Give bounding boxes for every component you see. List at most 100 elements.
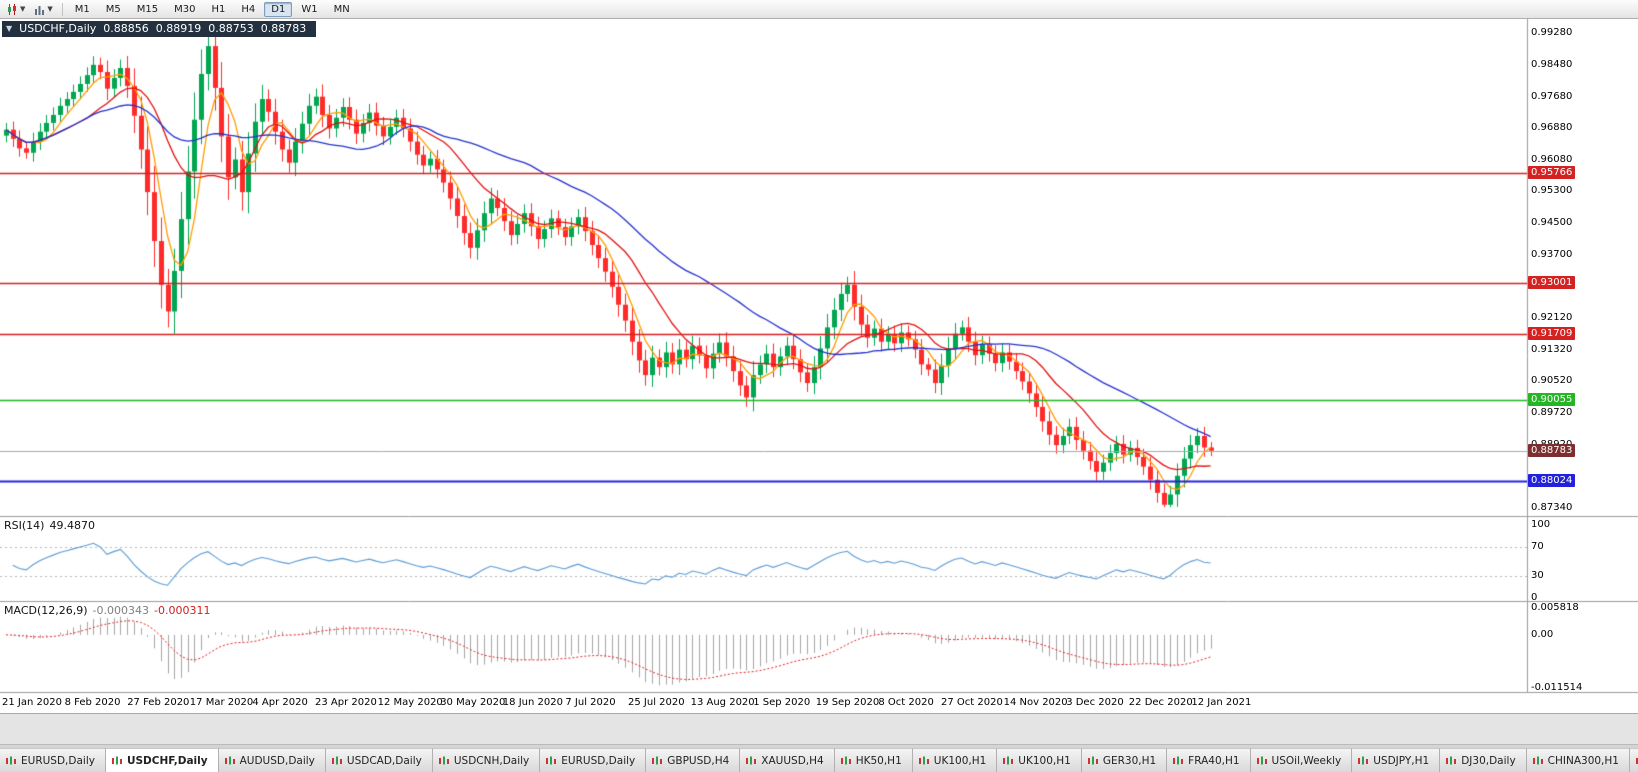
mini-chart-icon [840, 756, 851, 764]
timeframe-buttons: M1 M5 M15 M30 H1 H4 D1 W1 MN [67, 1, 358, 17]
date-axis-label: 14 Nov 2020 [1003, 697, 1068, 708]
mini-chart-icon [1635, 757, 1638, 764]
tab-label: USDCHF,Daily [126, 754, 208, 767]
toolbar: ▼ ▼ M1 M5 M15 M30 H1 H4 D1 W1 MN [0, 0, 1638, 19]
mini-chart-icon [546, 756, 557, 764]
tab-label: GBPUSD,H4 [667, 754, 730, 767]
chart-tab-uk100-h1[interactable]: UK100,H1 [912, 748, 998, 772]
mini-chart-icon [1003, 756, 1014, 764]
timeframe-button-m30[interactable]: M30 [174, 3, 196, 15]
chart-tab-bar: EURUSD,Daily USDCHF,Daily AUDUSD,Daily USDC… [0, 744, 1638, 772]
mini-chart-icon [1087, 756, 1098, 764]
timeframe-button-d1[interactable]: D1 [264, 1, 293, 17]
chart-tab-hk50-h1[interactable]: HK50,H1 [834, 748, 913, 772]
price-axis-tick: 0.87340 [1531, 501, 1573, 513]
hline-price-tag[interactable]: 0.93001 [1528, 275, 1576, 289]
mini-chart-icon [331, 756, 342, 764]
macd-main-value: -0.000343 [92, 604, 150, 617]
date-axis-label: 13 Aug 2020 [690, 697, 755, 708]
hline-price-tag[interactable]: 0.95766 [1528, 165, 1576, 179]
chart-type-button[interactable]: ▼ [3, 2, 29, 17]
tab-label: XAUUSD,H4 [761, 754, 824, 767]
tab-label: USOil,Weekly [1271, 754, 1342, 767]
price-axis-tick: 0.96080 [1531, 154, 1573, 166]
price-axis-tick: 0.94500 [1531, 217, 1573, 229]
chart-tab-usoil-weekly[interactable]: USOil,Weekly [1250, 748, 1353, 772]
date-axis-label: 18 Jun 2020 [502, 697, 563, 708]
timeframe-button-m5[interactable]: M5 [105, 3, 121, 15]
chart-tab-usdcad-daily[interactable]: USDCAD,Daily [325, 748, 433, 772]
chart-window-title[interactable]: ▼ USDCHF,Daily 0.88856 0.88919 0.88753 0… [2, 21, 317, 37]
macd-indicator-label: MACD(12,26,9) -0.000343 -0.000311 [4, 604, 210, 617]
price-axis-tick: 0.98480 [1531, 58, 1573, 70]
price-axis-tick: 0.99280 [1531, 27, 1573, 38]
caret-down-icon: ▼ [47, 4, 53, 13]
timeframe-button-h1[interactable]: H1 [211, 3, 226, 15]
chart-tab-usdchf-daily[interactable]: USDCHF,Daily [105, 748, 219, 772]
timeframe-button-h4[interactable]: H4 [241, 3, 256, 15]
chart-tab-fra40-h1[interactable]: FRA40,H1 [1167, 748, 1251, 772]
date-axis-label: 3 Dec 2020 [1066, 697, 1124, 708]
mini-chart-icon [438, 756, 449, 764]
mini-chart-icon [224, 756, 235, 764]
date-axis-label: 27 Feb 2020 [127, 697, 190, 708]
hline-price-tag[interactable]: 0.90055 [1528, 392, 1576, 406]
date-axis-label: 21 Jan 2020 [2, 697, 62, 708]
rsi-value: 49.4870 [49, 519, 95, 532]
mini-chart-icon [1173, 756, 1184, 764]
tab-label: USDCAD,Daily [346, 754, 422, 767]
chart-tab-audusd-daily[interactable]: AUDUSD,Daily [218, 748, 326, 772]
mini-chart-icon [918, 756, 929, 764]
hline-price-tag[interactable]: 0.88024 [1528, 473, 1576, 487]
price-axis-tick: 0.93700 [1531, 248, 1573, 260]
date-axis-label: 8 Oct 2020 [878, 697, 934, 708]
price-axis-tick: 0.95300 [1531, 185, 1573, 197]
tab-label: UK100,H1 [933, 754, 987, 767]
date-axis-label: 4 Apr 2020 [252, 697, 308, 708]
mini-chart-icon [111, 756, 122, 764]
price-axis-tick: 0.92120 [1531, 311, 1573, 323]
timeframe-button-m1[interactable]: M1 [74, 3, 90, 15]
chart-tab-china300-h1[interactable]: CHINA300,H1 [1526, 748, 1630, 772]
timeframe-button-w1[interactable]: W1 [301, 3, 318, 15]
tab-label: USDJPY,H1 [1373, 754, 1430, 767]
rsi-name: RSI(14) [4, 519, 45, 532]
tab-label: FRA40,H1 [1188, 754, 1240, 767]
price-chart-canvas[interactable] [0, 19, 1638, 713]
chart-window: ▼ USDCHF,Daily 0.88856 0.88919 0.88753 0… [0, 19, 1638, 713]
chart-tab-usdjpy-h1[interactable]: USDJPY,H1 [1352, 748, 1441, 772]
rsi-axis-tick: 70 [1531, 540, 1544, 552]
tab-label: DJ30,Daily [1461, 754, 1516, 767]
chart-tab-ger30-h1[interactable]: GER30,H1 [1081, 748, 1168, 772]
timeframe-button-mn[interactable]: MN [333, 3, 350, 15]
chart-symbol-period: USDCHF,Daily [19, 22, 97, 35]
timeframe-button-m15[interactable]: M15 [136, 3, 159, 15]
date-axis-label: 19 Sep 2020 [815, 697, 880, 708]
macd-axis-tick: -0.011514 [1531, 682, 1583, 693]
chart-tab-dj30-daily[interactable]: DJ30,Daily [1440, 748, 1527, 772]
macd-name: MACD(12,26,9) [4, 604, 88, 617]
hline-price-tag[interactable]: 0.91709 [1528, 327, 1576, 341]
chart-tab-usoil-[interactable]: USOil, [1629, 748, 1638, 772]
chart-tab-gbpusd-h4[interactable]: GBPUSD,H4 [646, 748, 741, 772]
chart-tab-uk100-h1[interactable]: UK100,H1 [997, 748, 1082, 772]
tab-label: CHINA300,H1 [1547, 754, 1619, 767]
tab-label: EURUSD,Daily [21, 754, 95, 767]
mini-chart-icon [1532, 756, 1543, 764]
ohlc-high: 0.88919 [155, 22, 202, 35]
indicators-button[interactable]: ▼ [30, 2, 56, 17]
date-axis-label: 17 Mar 2020 [189, 697, 254, 708]
chart-tab-eurusd-daily[interactable]: EURUSD,Daily [0, 748, 106, 772]
current-price-tag: 0.88783 [1528, 443, 1576, 457]
chart-tab-xauusd-h4[interactable]: XAUUSD,H4 [740, 748, 835, 772]
price-axis-tick: 0.96880 [1531, 122, 1573, 134]
date-axis-label: 8 Feb 2020 [64, 697, 121, 708]
rsi-indicator-label: RSI(14) 49.4870 [4, 519, 95, 532]
chart-tab-usdcnh-daily[interactable]: USDCNH,Daily [432, 748, 541, 772]
chart-tab-eurusd-daily[interactable]: EURUSD,Daily [540, 748, 647, 772]
tab-label: EURUSD,Daily [561, 754, 636, 767]
price-axis-tick: 0.97680 [1531, 90, 1573, 102]
bottom-strip: EURUSD,Daily USDCHF,Daily AUDUSD,Daily USDC… [0, 713, 1638, 772]
tab-label: AUDUSD,Daily [239, 754, 315, 767]
